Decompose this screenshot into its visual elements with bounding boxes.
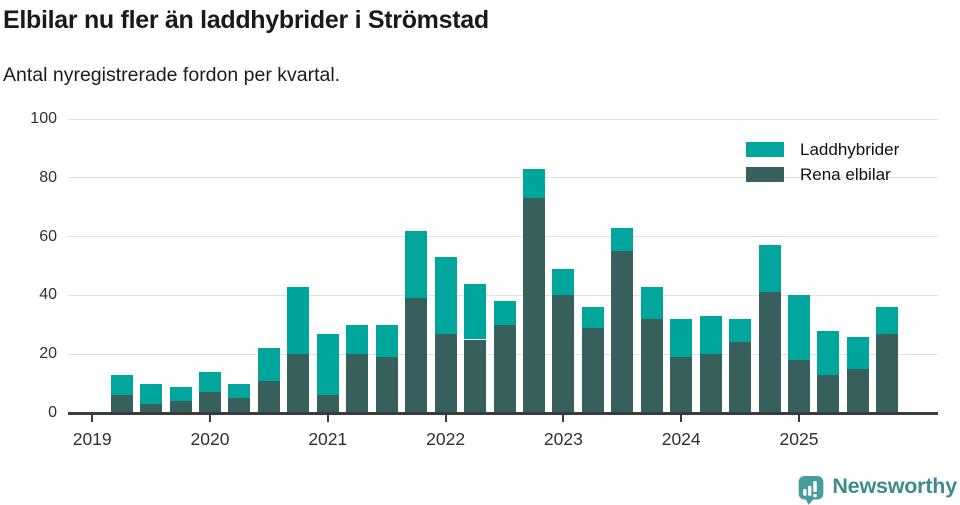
bar-segment-laddhybrider — [376, 325, 398, 357]
bar-segment-rena-elbilar — [582, 328, 604, 413]
x-axis-year-label: 2025 — [763, 429, 835, 450]
bar-segment-laddhybrider — [170, 387, 192, 402]
bar-segment-laddhybrider — [582, 307, 604, 328]
x-axis-year-label: 2024 — [645, 429, 717, 450]
bar-segment-rena-elbilar — [346, 354, 368, 413]
newsworthy-logo[interactable]: Newsworthy — [797, 474, 957, 505]
bar-segment-rena-elbilar — [523, 198, 545, 413]
x-axis-year-label: 2023 — [527, 429, 599, 450]
bar-segment-laddhybrider — [346, 325, 368, 354]
bar-segment-rena-elbilar — [317, 395, 339, 413]
bar-segment-rena-elbilar — [759, 292, 781, 413]
bar-segment-laddhybrider — [405, 231, 427, 299]
bar-segment-laddhybrider — [817, 331, 839, 375]
bar-segment-laddhybrider — [876, 307, 898, 333]
legend-swatch-rena-elbilar — [746, 167, 784, 182]
bar-segment-laddhybrider — [435, 257, 457, 333]
bar-segment-rena-elbilar — [641, 319, 663, 413]
gridline — [68, 236, 938, 237]
bar-segment-laddhybrider — [258, 348, 280, 380]
bar-segment-rena-elbilar — [376, 357, 398, 413]
chart-page: Elbilar nu fler än laddhybrider i Ströms… — [0, 0, 960, 505]
bar-segment-rena-elbilar — [788, 360, 810, 413]
y-axis-tick-label: 40 — [0, 286, 57, 304]
y-axis-tick-label: 80 — [0, 169, 57, 187]
legend-label-rena-elbilar: Rena elbilar — [800, 165, 891, 185]
bar-segment-laddhybrider — [140, 384, 162, 405]
legend-swatch-laddhybrider — [746, 142, 784, 157]
bar-segment-rena-elbilar — [817, 375, 839, 413]
bar-segment-rena-elbilar — [258, 381, 280, 413]
x-axis-year-label: 2021 — [292, 429, 364, 450]
newsworthy-logo-icon — [797, 475, 825, 505]
bar-segment-laddhybrider — [228, 384, 250, 399]
chart-legend: Laddhybrider Rena elbilar — [746, 142, 899, 192]
bar-segment-rena-elbilar — [464, 340, 486, 414]
bar-segment-laddhybrider — [729, 319, 751, 343]
bar-segment-laddhybrider — [317, 334, 339, 396]
y-axis-tick-label: 0 — [0, 404, 57, 422]
y-axis-tick-label: 100 — [0, 110, 57, 128]
bar-segment-rena-elbilar — [494, 325, 516, 413]
legend-label-laddhybrider: Laddhybrider — [800, 140, 899, 160]
y-axis-tick-label: 60 — [0, 228, 57, 246]
x-axis-tick — [209, 415, 211, 422]
x-axis-tick — [680, 415, 682, 422]
bar-segment-rena-elbilar — [700, 354, 722, 413]
x-axis-year-label: 2022 — [410, 429, 482, 450]
bar-segment-rena-elbilar — [552, 295, 574, 413]
bar-segment-rena-elbilar — [199, 392, 221, 413]
x-axis-line — [68, 412, 938, 415]
bar-segment-laddhybrider — [847, 337, 869, 369]
bar-segment-laddhybrider — [759, 245, 781, 292]
bar-segment-laddhybrider — [670, 319, 692, 357]
bar-segment-rena-elbilar — [228, 398, 250, 413]
x-axis-tick — [445, 415, 447, 422]
legend-item-rena-elbilar: Rena elbilar — [746, 167, 899, 182]
bar-segment-rena-elbilar — [611, 251, 633, 413]
bar-segment-laddhybrider — [287, 287, 309, 355]
bar-segment-rena-elbilar — [287, 354, 309, 413]
bar-segment-laddhybrider — [523, 169, 545, 198]
x-axis-year-label: 2020 — [174, 429, 246, 450]
bar-segment-rena-elbilar — [111, 395, 133, 413]
x-axis-tick — [327, 415, 329, 422]
x-axis-tick — [91, 415, 93, 422]
gridline — [68, 119, 938, 120]
x-axis-tick — [798, 415, 800, 422]
stacked-bar-chart: 0 20 40 60 80 100 2019 2020 2021 2022 2023 2024 2025 — [0, 0, 960, 505]
bar-segment-laddhybrider — [111, 375, 133, 396]
legend-item-laddhybrider: Laddhybrider — [746, 142, 899, 157]
bar-segment-laddhybrider — [611, 228, 633, 252]
bar-segment-laddhybrider — [464, 284, 486, 340]
bar-segment-laddhybrider — [494, 301, 516, 325]
bar-segment-laddhybrider — [700, 316, 722, 354]
bar-segment-laddhybrider — [552, 269, 574, 295]
bar-segment-rena-elbilar — [670, 357, 692, 413]
bar-segment-rena-elbilar — [847, 369, 869, 413]
newsworthy-wordmark: Newsworthy — [832, 474, 957, 505]
bar-segment-rena-elbilar — [876, 334, 898, 413]
bar-segment-laddhybrider — [199, 372, 221, 393]
x-axis-year-label: 2019 — [56, 429, 128, 450]
bar-segment-rena-elbilar — [435, 334, 457, 413]
bar-segment-laddhybrider — [641, 287, 663, 319]
y-axis-tick-label: 20 — [0, 345, 57, 363]
bar-segment-laddhybrider — [788, 295, 810, 360]
x-axis-tick — [562, 415, 564, 422]
bar-segment-rena-elbilar — [729, 342, 751, 413]
bar-segment-rena-elbilar — [405, 298, 427, 413]
